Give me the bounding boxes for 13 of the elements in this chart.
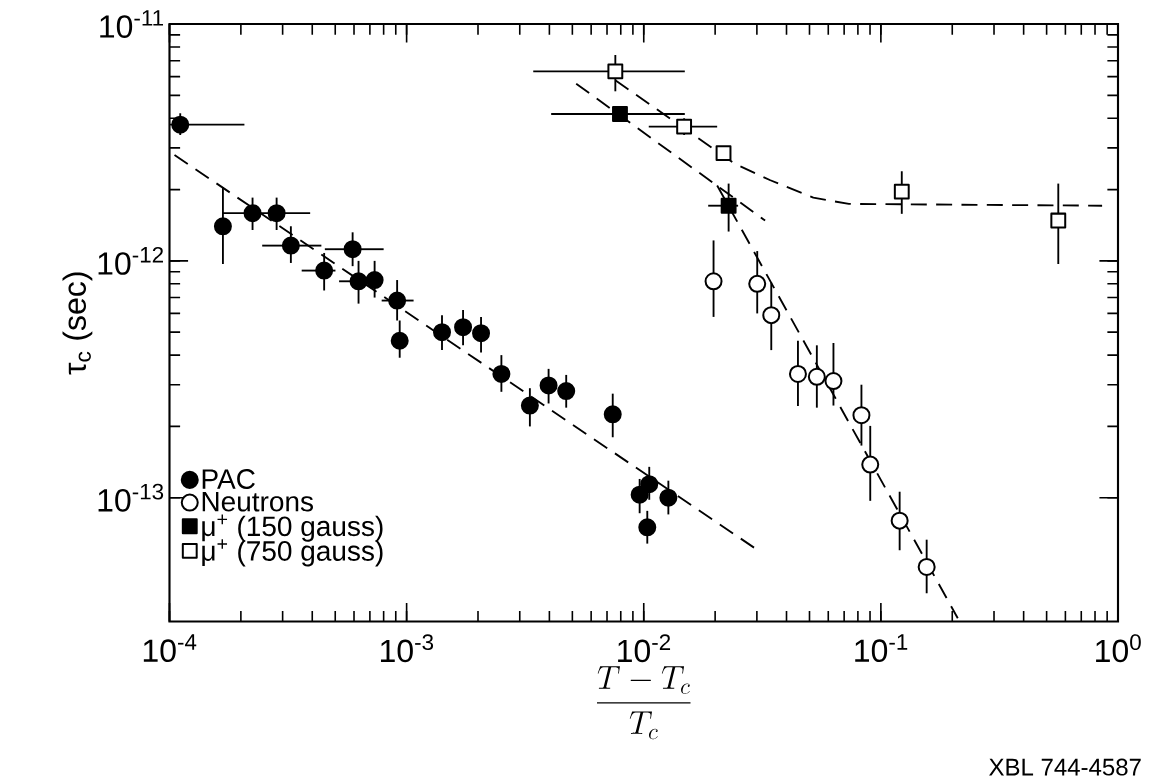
y-tick-label: 10$^{-11}$ bbox=[100, 10, 164, 38]
y-tick-label: 10$^{-13}$ bbox=[98, 483, 164, 512]
y-tick-label: 10$^{-12}$ bbox=[98, 246, 163, 275]
legend-label: PAC bbox=[202, 469, 255, 489]
legend-label: Neutrons bbox=[202, 491, 314, 512]
x-tick-label: 10$^{0}$ bbox=[1096, 634, 1141, 663]
text: XBL 744-4587 bbox=[989, 758, 1141, 776]
x-tick-label: 10$^{-2}$ bbox=[618, 634, 671, 663]
x-tick-label: 10$^{-3}$ bbox=[380, 634, 434, 663]
x-axis-title: $\frac{T - T_{c}}{T_{c}}$ bbox=[596, 666, 691, 740]
x-tick-label: 10$^{-1}$ bbox=[855, 634, 908, 663]
x-tick-label: 10$^{-4}$ bbox=[143, 634, 197, 663]
y-axis-title: τ$_{c}$ (sec) bbox=[62, 272, 93, 375]
